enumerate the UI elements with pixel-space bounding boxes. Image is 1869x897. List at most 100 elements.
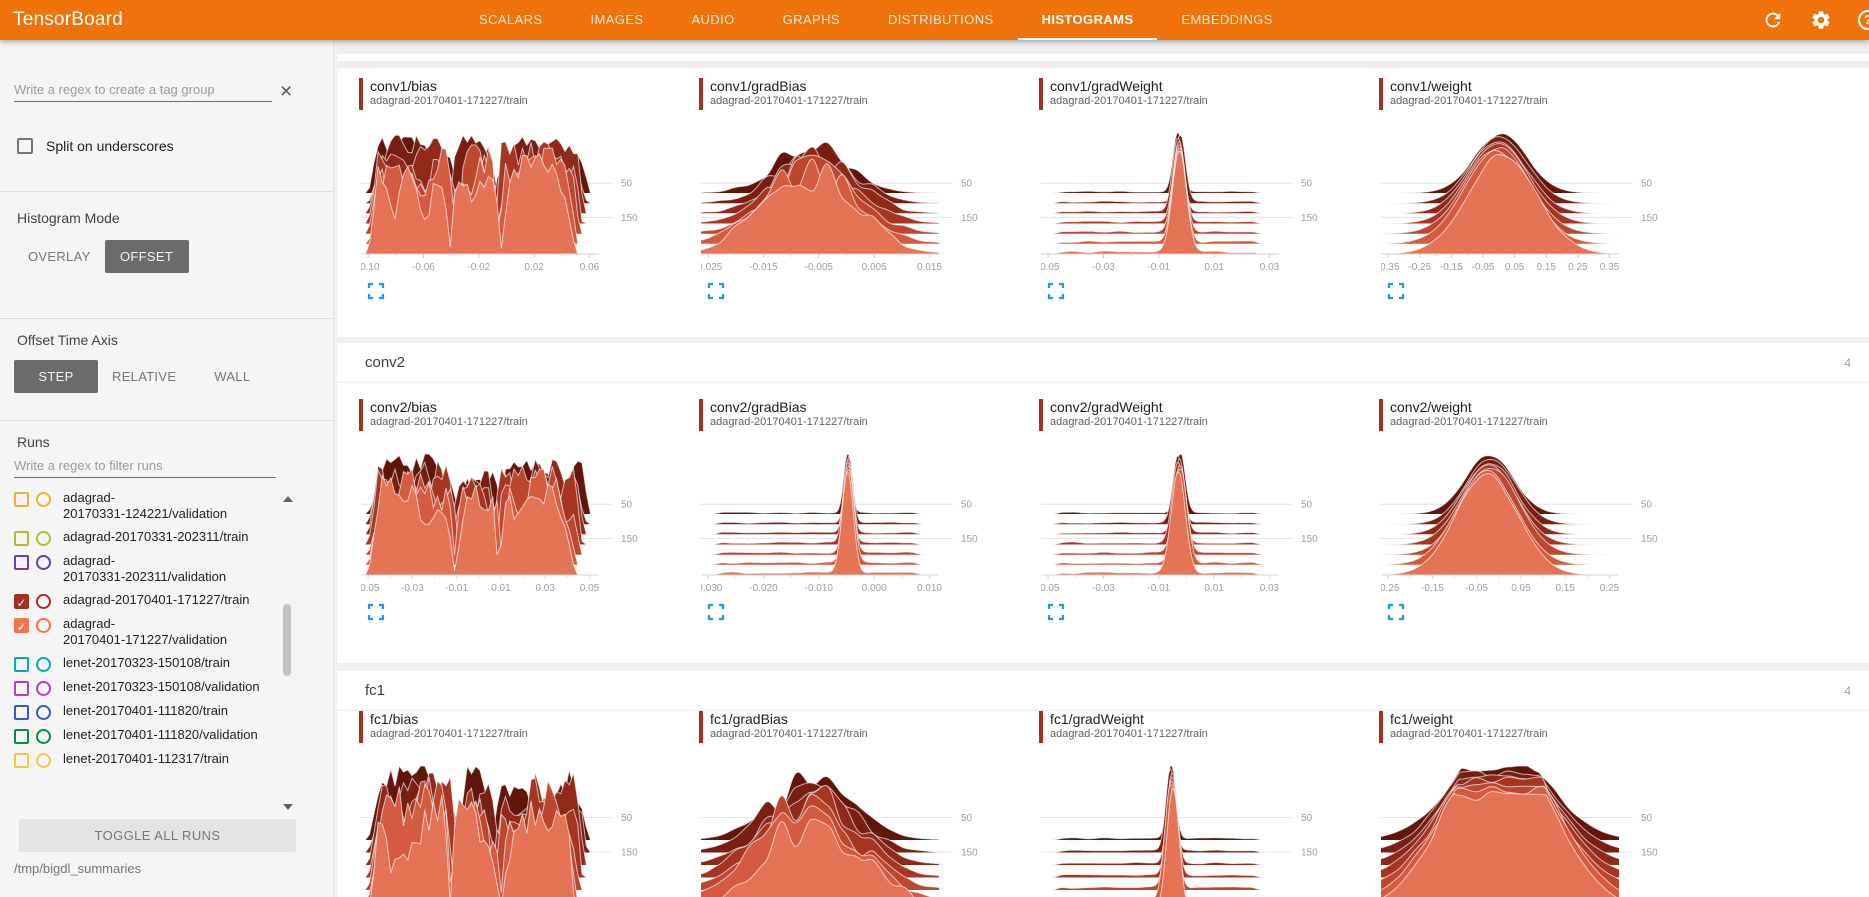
time-axis-btns-wall[interactable]: WALL bbox=[214, 369, 251, 384]
histogram-card: fc1/weight adagrad-20170401-171227/train… bbox=[1379, 711, 1701, 897]
y-tick-label: 50 bbox=[961, 500, 973, 511]
nav-tab-embeddings[interactable]: EMBEDDINGS bbox=[1181, 11, 1273, 27]
x-tick-label: 0.000 bbox=[862, 583, 887, 594]
scrollbar-thumb[interactable] bbox=[283, 604, 291, 676]
run-list-item[interactable]: lenet-20170323-150108/train bbox=[14, 655, 276, 672]
run-list-item[interactable]: adagrad-20170331-202311/train bbox=[14, 529, 276, 546]
tag-group-regex-input[interactable] bbox=[14, 78, 272, 102]
nav-tab-images[interactable]: IMAGES bbox=[590, 11, 644, 27]
run-radio[interactable] bbox=[36, 555, 51, 570]
run-checkbox[interactable] bbox=[14, 657, 29, 672]
ridge-layers bbox=[1381, 133, 1619, 255]
run-list-item[interactable]: ✓ adagrad-20170401-171227/train bbox=[14, 592, 276, 610]
histogram-chart[interactable]: 50 150 bbox=[1041, 757, 1343, 897]
x-tick-label: -0.01 bbox=[1147, 583, 1170, 594]
run-radio[interactable] bbox=[36, 729, 51, 744]
expand-card-icon[interactable] bbox=[1387, 603, 1405, 621]
histogram-chart[interactable]: 50 150 -0.25 -0.15 -0.05 0.05 0.15 0.25 bbox=[1381, 445, 1683, 607]
run-radio[interactable] bbox=[36, 618, 51, 633]
split-on-underscores-row[interactable]: Split on underscores bbox=[17, 138, 174, 154]
expand-card-icon[interactable] bbox=[367, 603, 385, 621]
refresh-icon[interactable] bbox=[1762, 9, 1784, 31]
histogram-card: fc1/bias adagrad-20170401-171227/train 5… bbox=[359, 711, 681, 897]
histogram-chart[interactable]: 50 150 bbox=[1381, 757, 1683, 897]
histogram-chart[interactable]: 50 150 -0.05 -0.03 -0.01 0.01 0.03 bbox=[1041, 124, 1343, 286]
scroll-down-icon[interactable] bbox=[283, 804, 293, 810]
run-radio[interactable] bbox=[36, 753, 51, 768]
run-checkbox[interactable] bbox=[14, 492, 29, 507]
tag-title: fc1/gradWeight bbox=[1050, 711, 1144, 727]
settings-gear-icon[interactable] bbox=[1810, 9, 1832, 31]
histogram-chart[interactable]: 50 150 -0.025 -0.015 -0.005 0.005 0.015 bbox=[701, 124, 1003, 286]
histogram-chart[interactable]: 50 150 bbox=[361, 757, 663, 897]
run-checkbox[interactable] bbox=[14, 555, 29, 570]
x-tick-label: -0.15 bbox=[1440, 262, 1463, 273]
run-radio[interactable] bbox=[36, 594, 51, 609]
expand-card-icon[interactable] bbox=[707, 603, 725, 621]
nav-tab-graphs[interactable]: GRAPHS bbox=[782, 11, 840, 27]
x-tick-label: -0.01 bbox=[445, 583, 468, 594]
histogram-chart[interactable]: 50 150 -0.35 -0.25 -0.15 -0.05 0.05 0.15 0.25 0.3… bbox=[1381, 124, 1683, 286]
runs-filter-input[interactable] bbox=[14, 454, 276, 478]
nav-tab-distributions[interactable]: DISTRIBUTIONS bbox=[887, 11, 994, 27]
run-color-bar bbox=[699, 399, 703, 431]
run-list-item[interactable]: lenet-20170401-111820/train bbox=[14, 703, 276, 720]
x-tick-label: 0.05 bbox=[1511, 583, 1531, 594]
card-title-row: conv2/bias adagrad-20170401-171227/train bbox=[359, 399, 681, 431]
run-subtitle: adagrad-20170401-171227/train bbox=[1050, 728, 1208, 740]
histogram-chart[interactable]: 50 150 -0.05 -0.03 -0.01 0.01 0.03 bbox=[1041, 445, 1343, 607]
run-checkbox-checked[interactable]: ✓ bbox=[14, 594, 29, 610]
run-radio[interactable] bbox=[36, 657, 51, 672]
nav-tab-scalars[interactable]: SCALARS bbox=[479, 11, 543, 27]
run-checkbox-checked[interactable]: ✓ bbox=[14, 618, 29, 634]
run-checkbox[interactable] bbox=[14, 531, 29, 546]
run-list-item[interactable]: adagrad- 20170331-124221/validation bbox=[14, 490, 276, 522]
histogram-chart[interactable]: 50 150 bbox=[701, 757, 1003, 897]
run-radio[interactable] bbox=[36, 492, 51, 507]
toggle-all-runs-button[interactable]: TOGGLE ALL RUNS bbox=[19, 819, 296, 852]
expand-card-icon[interactable] bbox=[1387, 282, 1405, 300]
histogram-chart[interactable]: 50 150 -0.05 -0.03 -0.01 0.01 0.03 0.05 bbox=[361, 445, 663, 607]
x-tick-label: -0.15 bbox=[1421, 583, 1444, 594]
expand-card-icon[interactable] bbox=[1047, 603, 1065, 621]
run-checkbox[interactable] bbox=[14, 705, 29, 720]
histogram-chart[interactable]: 50 150 -0.10 -0.06 -0.02 0.02 0.06 bbox=[361, 124, 663, 286]
y-tick-label: 150 bbox=[961, 534, 978, 545]
hist-mode-btns-overlay[interactable]: OVERLAY bbox=[28, 249, 91, 264]
help-icon[interactable]: ? bbox=[1858, 10, 1869, 30]
run-list-item[interactable]: ✓ adagrad- 20170401-171227/validation bbox=[14, 616, 276, 648]
run-checkbox[interactable] bbox=[14, 753, 29, 768]
run-radio[interactable] bbox=[36, 681, 51, 696]
run-radio[interactable] bbox=[36, 531, 51, 546]
run-list-item[interactable]: lenet-20170401-112317/train bbox=[14, 751, 276, 768]
category-header-fc1[interactable]: fc1 4 bbox=[337, 671, 1869, 711]
run-checkbox[interactable] bbox=[14, 729, 29, 744]
expand-card-icon[interactable] bbox=[707, 282, 725, 300]
expand-card-icon[interactable] bbox=[367, 282, 385, 300]
histogram-chart[interactable]: 50 150 -0.030 -0.020 -0.010 0.000 0.010 bbox=[701, 445, 1003, 607]
y-tick-label: 150 bbox=[621, 848, 638, 859]
scroll-up-icon[interactable] bbox=[283, 496, 293, 502]
x-tick-label: -0.01 bbox=[1147, 262, 1170, 273]
run-list-item[interactable]: lenet-20170401-111820/validation bbox=[14, 727, 276, 744]
category-header-conv2[interactable]: conv2 4 bbox=[337, 343, 1869, 383]
run-color-bar bbox=[699, 711, 703, 743]
run-list-scrollbar[interactable] bbox=[280, 492, 294, 814]
split-underscores-checkbox[interactable] bbox=[17, 138, 33, 154]
run-checkbox[interactable] bbox=[14, 681, 29, 696]
nav-tab-histograms[interactable]: HISTOGRAMS bbox=[1017, 0, 1158, 40]
run-list-item[interactable]: adagrad- 20170331-202311/validation bbox=[14, 553, 276, 585]
run-list-item[interactable]: lenet-20170323-150108/validation bbox=[14, 679, 276, 696]
nav-tab-audio[interactable]: AUDIO bbox=[691, 11, 735, 27]
histogram-card: conv1/gradBias adagrad-20170401-171227/t… bbox=[699, 78, 1021, 300]
expand-card-icon[interactable] bbox=[1047, 282, 1065, 300]
time-axis-btns-relative[interactable]: RELATIVE bbox=[112, 369, 177, 384]
tag-category-section: conv2 4 conv2/bias adagrad-20170401-1712… bbox=[337, 343, 1869, 663]
clear-regex-icon[interactable]: × bbox=[280, 80, 293, 103]
split-underscores-label: Split on underscores bbox=[46, 138, 174, 154]
ridge-layers bbox=[1041, 132, 1279, 255]
run-radio[interactable] bbox=[36, 705, 51, 720]
hist-mode-btns-offset[interactable]: OFFSET bbox=[104, 240, 189, 273]
time-axis-btns-step[interactable]: STEP bbox=[14, 360, 98, 393]
ridge-layers bbox=[361, 453, 599, 576]
